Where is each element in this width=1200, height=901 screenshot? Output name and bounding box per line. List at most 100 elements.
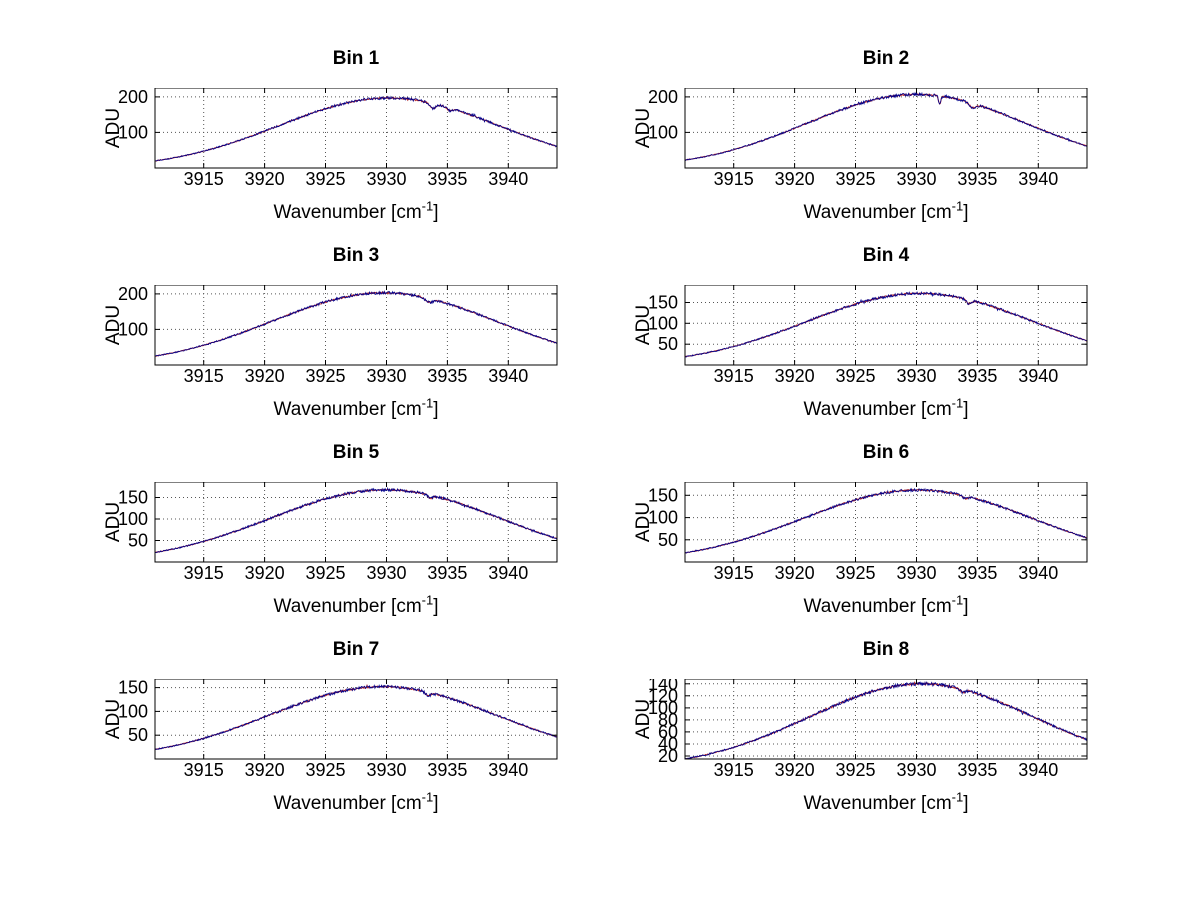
x-axis-label-text: Wavenumber [cm — [803, 202, 952, 223]
x-tick-label: 3940 — [488, 366, 528, 386]
x-tick-label: 3935 — [427, 760, 467, 780]
chart-title: Bin 3 — [332, 245, 380, 266]
y-tick-label: 150 — [648, 293, 678, 313]
x-tick-label: 3920 — [775, 169, 815, 189]
x-tick-label: 3935 — [957, 169, 997, 189]
x-tick-label: 3915 — [714, 760, 754, 780]
subplot-bin-4: Bin 4 ADU 3915 3920 3925 3930 3935 3940 50 100 1… — [610, 239, 1140, 436]
x-tick-label: 3925 — [835, 169, 875, 189]
x-tick-label: 3930 — [896, 760, 936, 780]
x-tick-label: 3940 — [488, 760, 528, 780]
axes-box — [154, 285, 558, 366]
chart-title: Bin 7 — [332, 639, 380, 660]
x-axis-label-close: ] — [433, 596, 439, 617]
axes-box — [684, 88, 1088, 169]
gridlines — [685, 285, 1087, 365]
x-tick-label: 3930 — [896, 366, 936, 386]
x-tick-label: 3930 — [896, 169, 936, 189]
x-axis-label-text: Wavenumber [cm — [273, 399, 422, 420]
x-tick-label: 3925 — [305, 169, 345, 189]
x-tick-label: 3930 — [366, 563, 406, 583]
axes-frame — [154, 285, 558, 366]
spectrum-line-red — [154, 683, 558, 751]
axes-box — [154, 679, 558, 760]
subplot-bin-8: Bin 8 ADU 3915 3920 3925 3930 3935 3940 20 40 60… — [610, 633, 1140, 830]
tick-labels: 3915 3920 3925 3930 3935 3940 100 200 — [118, 88, 528, 189]
x-axis-label-text: Wavenumber [cm — [273, 596, 422, 617]
y-tick-label: 40 — [658, 734, 678, 754]
x-tick-label: 3920 — [245, 760, 285, 780]
x-tick-label: 3920 — [245, 563, 285, 583]
y-tick-label: 20 — [658, 746, 678, 766]
chart-title: Bin 8 — [862, 639, 910, 660]
spectrum-line-red — [684, 92, 1088, 161]
spectrum-line-blue — [684, 91, 1088, 161]
x-tick-label: 3920 — [245, 366, 285, 386]
plot-area: 3915 3920 3925 3930 3935 3940 2040608010012014… — [648, 679, 1088, 780]
x-axis-label-close: ] — [433, 399, 439, 420]
subplot-bin-7: Bin 7 ADU 3915 3920 3925 3930 3935 3940 50 100 1… — [80, 633, 610, 830]
x-axis-label-close: ] — [963, 596, 969, 617]
axes-box — [154, 88, 558, 169]
axes-box — [684, 482, 1088, 563]
x-axis-label-close: ] — [963, 399, 969, 420]
x-axis-label-text: Wavenumber [cm — [803, 399, 952, 420]
y-tick-label: 80 — [658, 710, 678, 730]
y-tick-label: 200 — [118, 285, 148, 304]
axes-frame — [154, 679, 558, 760]
y-tick-label: 120 — [648, 686, 678, 706]
gridlines — [155, 88, 557, 168]
gridlines — [155, 679, 557, 759]
x-tick-label: 3915 — [714, 563, 754, 583]
y-tick-label: 100 — [648, 508, 678, 528]
tick-labels: 3915 3920 3925 3930 3935 3940 100 200 — [648, 88, 1058, 189]
spectrum-line-blue — [154, 290, 558, 357]
x-tick-label: 3940 — [1018, 366, 1058, 386]
x-tick-label: 3925 — [305, 366, 345, 386]
chart-title: Bin 2 — [862, 48, 910, 69]
x-tick-label: 3940 — [1018, 563, 1058, 583]
axes-box — [684, 285, 1088, 366]
y-tick-label: 50 — [128, 531, 148, 551]
y-tick-label: 100 — [648, 122, 678, 142]
x-tick-label: 3925 — [835, 760, 875, 780]
x-tick-label: 3915 — [184, 563, 224, 583]
gridlines — [685, 88, 1087, 168]
plot-area: 3915 3920 3925 3930 3935 3940 100 200 — [648, 88, 1088, 189]
axes-frame — [154, 88, 558, 169]
x-axis-label: Wavenumber [cm-1] — [685, 200, 1087, 224]
y-tick-label: 50 — [658, 530, 678, 550]
y-tick-label: 50 — [128, 725, 148, 745]
x-tick-label: 3920 — [775, 760, 815, 780]
x-tick-label: 3940 — [488, 169, 528, 189]
y-tick-label: 60 — [658, 722, 678, 742]
tick-labels: 3915 3920 3925 3930 3935 3940 2040608010012014… — [648, 679, 1058, 780]
x-axis-label: Wavenumber [cm-1] — [155, 397, 557, 421]
subplot-bin-1: Bin 1 ADU 3915 3920 3925 3930 3935 3940 100 200… — [80, 42, 610, 239]
axes-frame — [684, 679, 1088, 760]
y-tick-label: 140 — [648, 679, 678, 694]
x-tick-label: 3935 — [427, 366, 467, 386]
y-tick-label: 50 — [658, 334, 678, 354]
x-tick-label: 3940 — [488, 563, 528, 583]
spectrum-line-blue — [684, 681, 1088, 760]
spectrum-line-red — [154, 488, 558, 553]
x-axis-label-close: ] — [433, 202, 439, 223]
x-axis-label-close: ] — [433, 793, 439, 814]
x-axis-label-superscript: -1 — [421, 592, 434, 608]
x-tick-label: 3930 — [896, 563, 936, 583]
plot-area: 3915 3920 3925 3930 3935 3940 100 200 — [118, 88, 558, 189]
x-tick-label: 3920 — [775, 366, 815, 386]
x-axis-label: Wavenumber [cm-1] — [155, 791, 557, 815]
chart-title: Bin 4 — [862, 245, 910, 266]
tick-labels: 3915 3920 3925 3930 3935 3940 100 200 — [118, 285, 528, 386]
gridlines — [155, 285, 557, 365]
x-tick-label: 3915 — [184, 169, 224, 189]
